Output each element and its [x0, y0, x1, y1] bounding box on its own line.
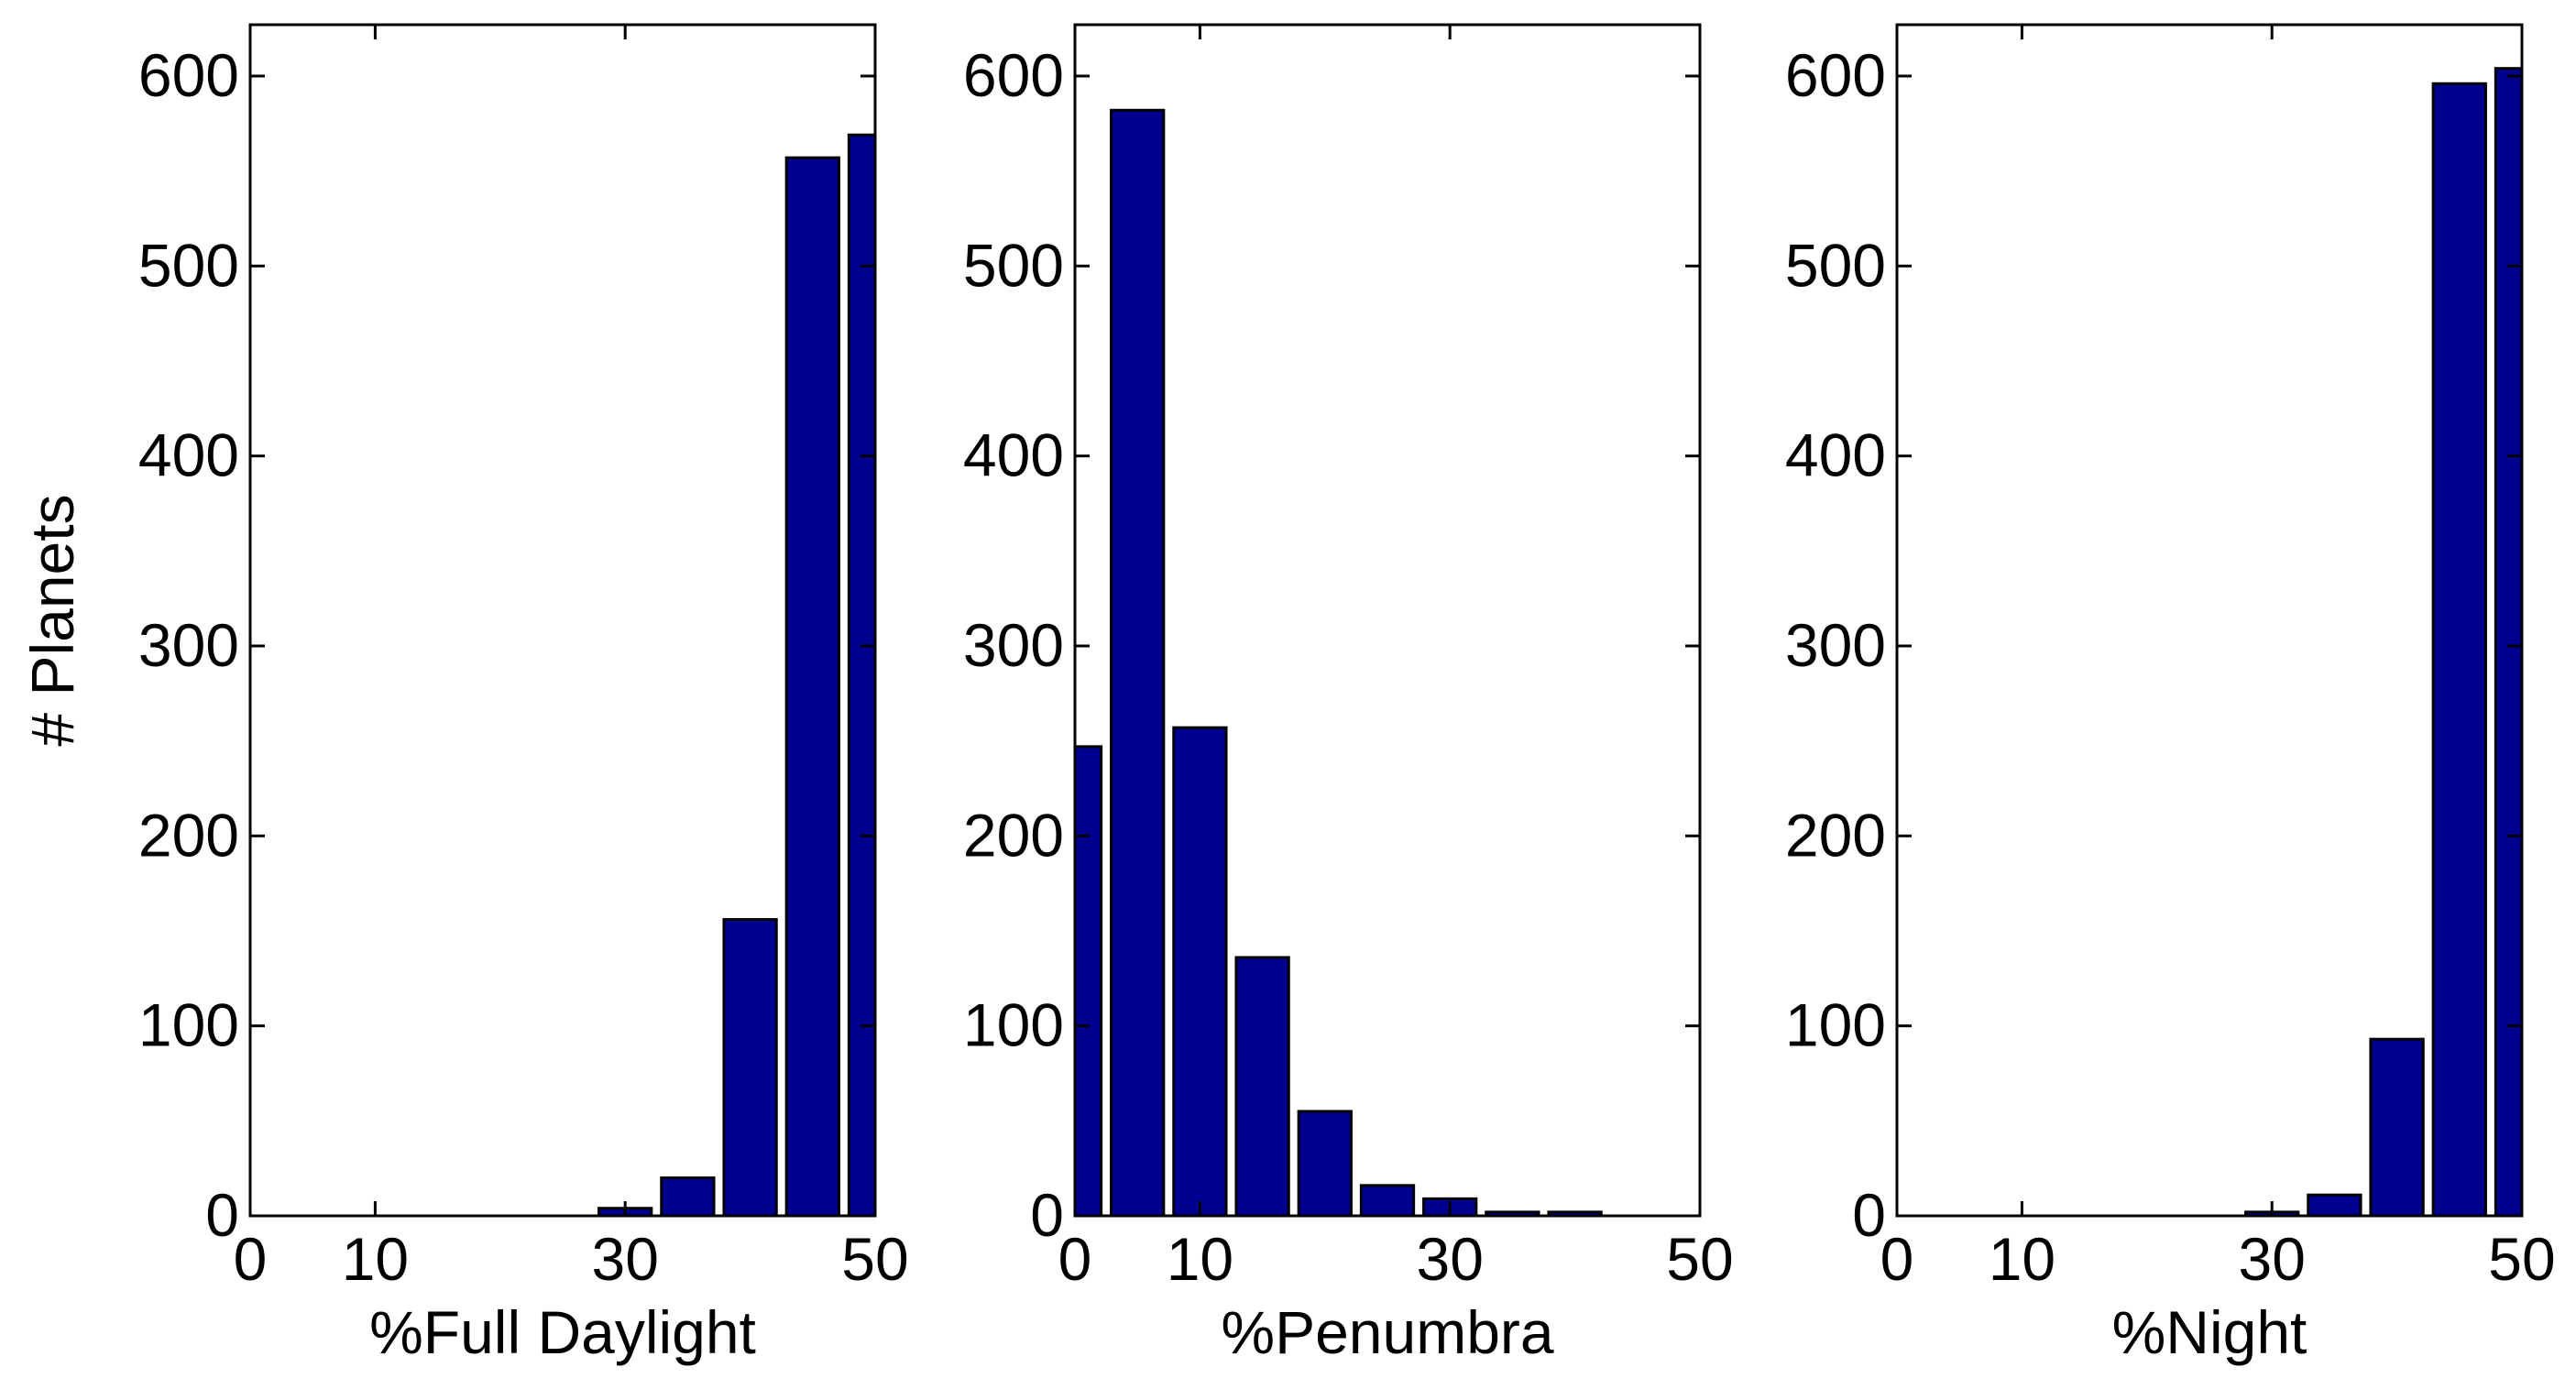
x-tick-label: 30 — [2238, 1225, 2305, 1293]
panel: 0 100 200 300 400 500 600 0 10 30 50 %Full Daylight… — [18, 23, 909, 1366]
bar — [847, 133, 875, 1216]
y-tick-label: 100 — [963, 991, 1064, 1059]
bars — [2244, 67, 2522, 1216]
y-tick-label: 200 — [1785, 801, 1886, 869]
y-tick-label: 600 — [963, 41, 1064, 109]
bar — [2307, 1193, 2362, 1216]
y-tick-label: 0 — [1852, 1181, 1886, 1249]
plot-frame — [1895, 23, 2524, 1218]
bar — [1359, 1184, 1416, 1216]
x-axis-label: %Night — [2112, 1298, 2307, 1366]
bar — [1075, 745, 1103, 1216]
x-axis-label: %Full Daylight — [369, 1298, 756, 1366]
plot-frame — [248, 23, 877, 1218]
y-tick-label: 400 — [138, 421, 239, 489]
y-tick-label: 500 — [963, 231, 1064, 299]
bar — [660, 1176, 716, 1216]
y-tick-label: 300 — [963, 611, 1064, 679]
bars — [1075, 108, 1603, 1216]
x-axis-label: %Penumbra — [1221, 1298, 1553, 1366]
y-tick-label: 200 — [138, 801, 239, 869]
y-tick-label: 600 — [1785, 41, 1886, 109]
bar — [1547, 1210, 1603, 1216]
bar — [722, 918, 778, 1216]
y-tick-label: 0 — [1030, 1181, 1064, 1249]
panel: 0 100 200 300 400 500 600 0 10 30 50 %Night — [1785, 23, 2556, 1366]
bar — [784, 156, 840, 1216]
bar — [1110, 108, 1166, 1216]
y-tick-label: 300 — [138, 611, 239, 679]
bar — [1172, 726, 1228, 1216]
x-tick-label: 50 — [1666, 1225, 1733, 1293]
y-tick-label: 600 — [138, 41, 239, 109]
x-tick-label: 50 — [2488, 1225, 2555, 1293]
x-tick-label: 10 — [342, 1225, 409, 1293]
x-tick-label: 0 — [1058, 1225, 1092, 1293]
bars — [597, 133, 875, 1216]
y-axis-label: # Planets — [18, 494, 86, 746]
y-tick-label: 100 — [138, 991, 239, 1059]
panel: 0 100 200 300 400 500 600 0 10 30 50 %Penumbra — [963, 23, 1734, 1366]
x-tick-label: 10 — [1989, 1225, 2055, 1293]
bar — [2431, 82, 2487, 1216]
y-tick-label: 400 — [963, 421, 1064, 489]
bar — [1485, 1210, 1540, 1216]
y-tick-label: 200 — [963, 801, 1064, 869]
x-tick-label: 10 — [1167, 1225, 1233, 1293]
y-tick-label: 0 — [205, 1181, 239, 1249]
y-tick-label: 500 — [1785, 231, 1886, 299]
bar — [1297, 1110, 1353, 1216]
y-tick-label: 100 — [1785, 991, 1886, 1059]
y-tick-label: 300 — [1785, 611, 1886, 679]
x-tick-label: 50 — [841, 1225, 908, 1293]
x-tick-label: 30 — [591, 1225, 658, 1293]
x-tick-label: 0 — [1880, 1225, 1914, 1293]
y-tick-label: 400 — [1785, 421, 1886, 489]
y-tick-label: 500 — [138, 231, 239, 299]
x-tick-label: 0 — [234, 1225, 268, 1293]
bar — [1234, 956, 1290, 1216]
bar — [2369, 1037, 2425, 1216]
x-tick-label: 30 — [1416, 1225, 1483, 1293]
plot-frame — [1073, 23, 1702, 1218]
